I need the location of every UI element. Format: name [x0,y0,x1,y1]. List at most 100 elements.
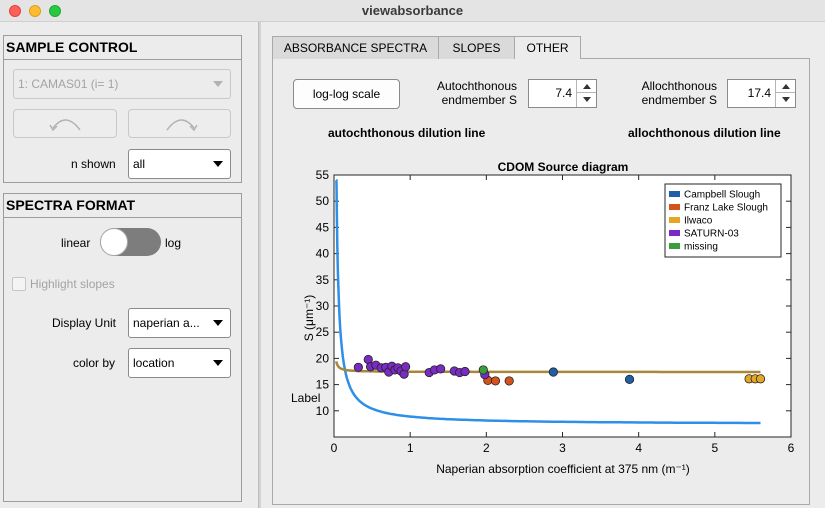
close-window-button[interactable] [9,5,21,17]
data-point-saturn-03 [436,364,446,374]
highlight-slopes-checkbox[interactable] [12,277,26,291]
sample-select-value: 1: CAMAS01 (i= 1) [18,77,119,91]
autochthonous-dilution-label: autochthonous dilution line [328,126,486,140]
y-tick-label: 55 [316,168,330,182]
next-sample-button[interactable] [128,109,231,138]
stray-label: Label [291,391,320,405]
autochthonous-s-value[interactable]: 7.4 [555,86,572,100]
allochthonous-endmember-label: Allochthonous endmember S [613,79,717,107]
color-by-label: color by [73,356,116,370]
chevron-down-icon [213,360,223,366]
data-point-franz-lake-slough [490,376,501,386]
data-point-saturn-03 [399,369,409,379]
color-by-value: location [133,356,175,370]
minimize-window-button[interactable] [29,5,41,17]
n-shown-label: n shown [71,157,116,171]
highlight-slopes-label: Highlight slopes [30,277,115,291]
y-tick-label: 50 [316,194,330,208]
panel-divider [4,217,241,218]
x-tick-label: 3 [559,441,566,455]
autochthonous-endmember-label: Autochthonous endmember S [413,79,517,107]
tab-slopes[interactable]: SLOPES [438,36,515,59]
x-tick-label: 0 [331,441,338,455]
linear-log-toggle[interactable] [100,228,161,256]
left-control-pane: SAMPLE CONTROL 1: CAMAS01 (i= 1) n shown… [0,22,248,508]
display-unit-value: naperian a... [133,316,200,330]
legend-swatch-ilwaco [669,217,680,223]
increment-button[interactable] [776,80,795,93]
panel-divider [4,59,241,60]
decrement-button[interactable] [776,93,795,106]
legend-swatch-missing [669,243,680,249]
chart-legend [664,183,782,258]
legend-swatch-campbell-slough [669,191,680,197]
data-point-saturn-03 [400,362,411,372]
maximize-window-button[interactable] [49,5,61,17]
legend-swatch-saturn-03 [669,230,680,236]
y-tick-label: 40 [316,247,330,261]
window-titlebar: viewabsorbance [0,0,825,22]
spinner-buttons [576,80,596,107]
y-tick-label: 10 [316,404,330,418]
n-shown-dropdown[interactable]: all [128,149,231,179]
log-log-scale-button[interactable]: log-log scale [293,79,400,109]
allo-label-line2: endmember S [641,93,717,107]
allochthonous-s-spinner[interactable]: 17.4 [727,79,796,108]
n-shown-value: all [133,157,146,171]
autochthonous-dilution-line [335,178,761,425]
sample-control-panel: SAMPLE CONTROL 1: CAMAS01 (i= 1) n shown… [3,35,242,183]
toggle-knob[interactable] [100,228,128,256]
x-tick-label: 1 [407,441,414,455]
x-tick-label: 6 [788,441,795,455]
y-tick-label: 15 [316,378,330,392]
curved-arrow-right-icon [166,119,198,132]
data-point-franz-lake-slough [504,376,514,386]
y-axis-label: S (μm⁻¹) [302,295,316,342]
chart-title: CDOM Source diagram [498,160,629,174]
curved-arrow-left-icon [49,119,81,132]
y-tick-label: 45 [316,220,330,234]
data-point-missing [478,365,488,375]
data-point-saturn-03 [460,366,470,377]
y-tick-label: 35 [316,273,330,287]
tab-strip: ABSORBANCE SPECTRA SLOPES OTHER [272,36,810,60]
legend-entry-campbell-slough: Campbell Slough [684,190,760,201]
increment-button[interactable] [577,80,596,93]
y-tick-label: 25 [316,325,330,339]
sample-control-title: SAMPLE CONTROL [6,39,138,55]
x-tick-label: 5 [711,441,718,455]
tab-other[interactable]: OTHER [514,36,581,60]
cdom-source-chart: CDOM Source diagram 0 1 2 3 4 5 61015202530354… [291,160,795,476]
other-tab-content: log-log scale Autochthonous endmember S … [272,59,810,505]
allochthonous-s-value[interactable]: 17.4 [747,86,771,100]
auto-label-line1: Autochthonous [436,79,517,93]
autochthonous-s-spinner[interactable]: 7.4 [528,79,597,108]
y-tick-label: 20 [316,351,330,365]
y-tick-label: 30 [316,299,330,313]
x-tick-label: 4 [635,441,642,455]
display-unit-dropdown[interactable]: naperian a... [128,308,231,338]
data-point-saturn-03 [353,362,363,372]
color-by-dropdown[interactable]: location [128,348,231,378]
spectra-format-title: SPECTRA FORMAT [6,197,136,213]
sample-select-dropdown[interactable]: 1: CAMAS01 (i= 1) [13,69,231,99]
previous-sample-button[interactable] [13,109,117,138]
chevron-down-icon [213,161,223,167]
legend-entry-saturn-03: SATURN-03 [684,229,739,240]
decrement-button[interactable] [577,93,596,106]
auto-label-line2: endmember S [441,93,517,107]
x-tick-label: 2 [483,441,490,455]
chevron-down-icon [213,81,223,87]
linear-label: linear [61,236,91,250]
legend-entry-missing: missing [684,242,718,253]
pane-splitter[interactable] [258,22,261,508]
allo-label-line1: Allochthonous [641,79,717,93]
data-point-campbell-slough [548,367,558,377]
tab-absorbance-spectra[interactable]: ABSORBANCE SPECTRA [272,36,439,59]
spinner-buttons [775,80,795,107]
right-content-pane: ABSORBANCE SPECTRA SLOPES OTHER log-log … [262,22,825,508]
legend-entry-ilwaco: Ilwaco [684,216,713,227]
legend-swatch-franz-lake-slough [669,204,680,210]
chevron-down-icon [213,320,223,326]
display-unit-label: Display Unit [52,316,117,330]
